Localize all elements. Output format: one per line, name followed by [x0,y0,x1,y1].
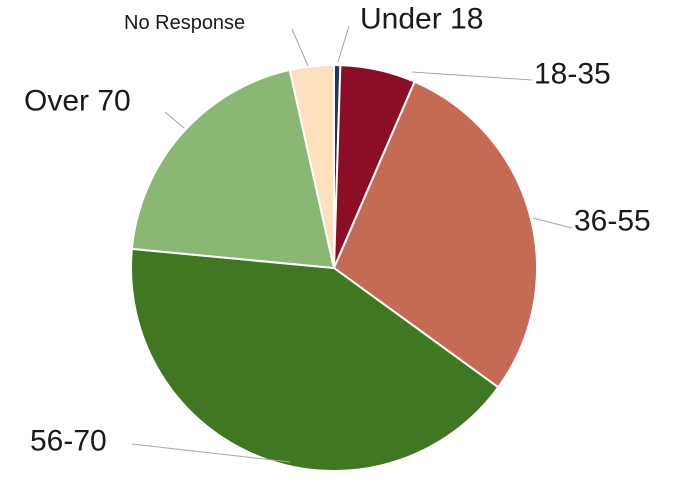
slice-label-no-response: No Response [124,12,245,34]
leader-line-no-response [291,28,309,67]
pie-slice-no-response [288,63,335,269]
leader-line-36-55 [532,217,573,229]
pie-slices [130,63,538,472]
pie-slice-56-70 [130,247,500,472]
pie-slice-36-55 [332,80,538,389]
pie-slice-over-70 [130,68,336,270]
leader-line-18-35 [411,71,533,81]
pie-labels: Under 18 18-35 36-55 56-70 Over 70 No Respons… [24,3,651,463]
slice-label-36-55: 36-55 [574,205,651,238]
leader-line-56-70 [131,443,291,463]
slice-label-18-35: 18-35 [534,58,611,91]
leader-line-under-18 [337,25,350,63]
leader-line-over-70 [164,111,185,129]
slice-label-under-18: Under 18 [360,3,483,36]
slice-label-56-70: 56-70 [30,425,107,458]
slice-label-over-70: Over 70 [24,85,131,118]
